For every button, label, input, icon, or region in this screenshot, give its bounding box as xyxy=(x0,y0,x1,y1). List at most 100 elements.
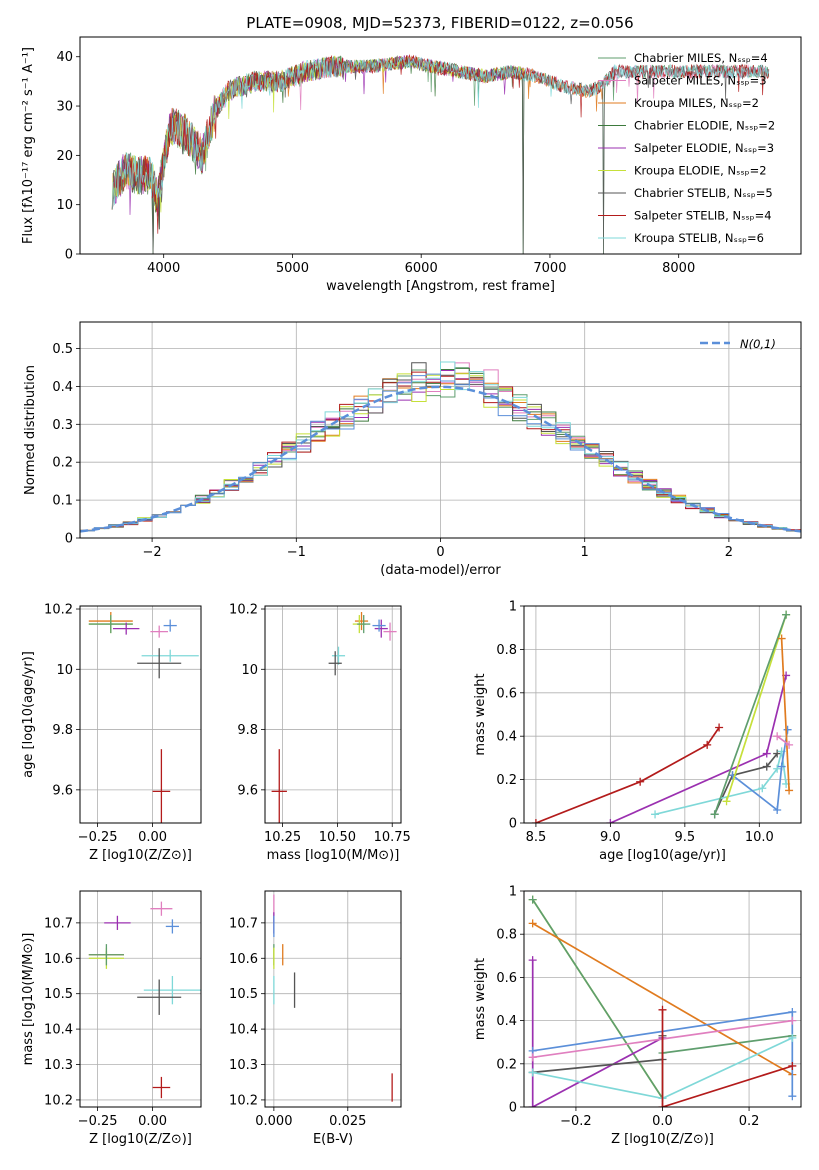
y-tick-label: 10.4 xyxy=(44,1023,73,1038)
x-tick-label: −0.25 xyxy=(78,1114,118,1129)
legend-entry: N(0,1) xyxy=(740,337,776,351)
y-tick-label: 30 xyxy=(56,100,73,115)
weight-marker xyxy=(777,634,786,643)
weight-line xyxy=(531,960,663,1107)
legend-entry: Chabrier MILES, Nₛₛₚ=4 xyxy=(634,51,768,65)
residual-histograms xyxy=(80,361,801,534)
weight-line xyxy=(535,727,720,823)
y-tick-label: 0.4 xyxy=(52,380,73,395)
mass_vs_ebv-points xyxy=(273,894,393,1102)
weight-line xyxy=(654,751,787,816)
y-tick-label: 1 xyxy=(509,600,517,615)
weight-marker xyxy=(528,895,537,904)
y-tick-label: 0.4 xyxy=(496,730,517,745)
residuals-frame xyxy=(79,321,802,539)
y-tick-label: 0 xyxy=(65,532,73,547)
x-tick-label: 5000 xyxy=(276,261,309,276)
y-tick-label: 20 xyxy=(56,149,73,164)
weight-marker xyxy=(710,810,719,819)
y-tick-label: 0.1 xyxy=(52,494,73,509)
y-tick-label: 9.8 xyxy=(237,723,258,738)
x-tick-label: −2 xyxy=(143,545,162,560)
weight-marker xyxy=(773,764,782,773)
weight_vs_age-lines xyxy=(531,610,794,823)
x-tick-label: 9.0 xyxy=(600,830,621,845)
weight-marker xyxy=(785,740,794,749)
weight-marker xyxy=(783,725,792,734)
legend-entry: Kroupa STELIB, Nₛₛₚ=6 xyxy=(634,231,764,245)
x-tick-label: 10.25 xyxy=(264,830,301,845)
x-axis-label: E(B-V) xyxy=(313,1132,353,1147)
y-axis-label: age [log10(age/yr)] xyxy=(21,651,36,778)
x-axis-label: wavelength [Angstrom, rest frame] xyxy=(326,279,555,294)
y-tick-label: 10.3 xyxy=(44,1058,73,1073)
y-axis-label: Flux [fλ10⁻¹⁷ erg cm⁻² s⁻¹ A⁻¹] xyxy=(21,47,36,244)
y-tick-label: 0.5 xyxy=(52,342,73,357)
x-tick-label: −0.25 xyxy=(78,830,118,845)
weight_vs_Z-axes: −0.2 0.0 0.2 0 0.2 0.4 0.6 0.8 1 Z [log10(Z/Z⊙)] m… xyxy=(473,885,801,1147)
mass_vs_ebv-frame xyxy=(264,890,402,1108)
weight-marker xyxy=(782,610,791,619)
y-axis-label: mass [log10(M/M⊙)] xyxy=(21,933,36,1066)
y-tick-label: 9.8 xyxy=(52,723,73,738)
y-axis-label: mass weight xyxy=(473,673,488,755)
y-axis-label: mass weight xyxy=(473,958,488,1040)
y-tick-label: 0.2 xyxy=(496,773,517,788)
weight-marker xyxy=(606,819,615,823)
weight-marker xyxy=(528,1053,537,1062)
x-tick-label: 6000 xyxy=(405,261,438,276)
y-tick-label: 10.6 xyxy=(229,952,258,967)
x-tick-label: 8.5 xyxy=(526,830,547,845)
x-tick-label: 0.025 xyxy=(329,1114,366,1129)
y-tick-label: 9.6 xyxy=(52,783,73,798)
y-tick-label: 1 xyxy=(509,885,517,900)
y-tick-label: 40 xyxy=(56,50,73,65)
y-tick-label: 10.4 xyxy=(229,1023,258,1038)
weight-marker xyxy=(528,956,537,965)
legend-entry: Salpeter STELIB, Nₛₛₚ=4 xyxy=(634,209,772,223)
y-tick-label: 0 xyxy=(65,248,73,263)
weight-marker xyxy=(531,819,540,823)
y-tick-label: 10.2 xyxy=(44,1093,73,1108)
y-tick-label: 0.6 xyxy=(496,971,517,986)
weight-line xyxy=(661,1009,793,1107)
y-tick-label: 0.2 xyxy=(496,1057,517,1072)
weight-line xyxy=(725,614,787,802)
weight-marker xyxy=(651,810,660,819)
weight-marker xyxy=(528,1103,537,1107)
spectrum-frame xyxy=(79,36,802,255)
spectrum-line xyxy=(111,55,525,254)
weight-line xyxy=(780,638,790,791)
weight-marker xyxy=(658,1103,667,1107)
x-tick-label: 1 xyxy=(581,545,589,560)
y-tick-label: 10.2 xyxy=(44,603,73,618)
x-tick-label: 10.75 xyxy=(374,830,411,845)
legend-entry: Salpeter ELODIE, Nₛₛₚ=3 xyxy=(634,141,774,155)
y-tick-label: 0.2 xyxy=(52,456,73,471)
y-tick-label: 10.3 xyxy=(229,1058,258,1073)
y-tick-label: 0.3 xyxy=(52,418,73,433)
weight-marker xyxy=(658,1005,667,1014)
weight-marker xyxy=(758,784,767,793)
weight_vs_Z-lines xyxy=(528,895,797,1107)
y-tick-label: 10.7 xyxy=(44,916,73,931)
x-tick-label: 9.5 xyxy=(674,830,695,845)
x-tick-label: 7000 xyxy=(533,261,566,276)
y-tick-label: 10.5 xyxy=(44,987,73,1002)
spectrum-axes: 4000 5000 6000 7000 8000 0 10 20 30 40 wavelength … xyxy=(21,47,695,294)
legend-entry: Kroupa ELODIE, Nₛₛₚ=2 xyxy=(634,164,767,178)
x-tick-label: 2 xyxy=(725,545,733,560)
x-tick-label: 0.00 xyxy=(138,830,167,845)
y-tick-label: 10.7 xyxy=(229,916,258,931)
weight_vs_age-frame xyxy=(523,605,802,824)
weight-marker xyxy=(773,749,782,758)
weight-marker xyxy=(788,1016,797,1025)
age_vs_mass-axes: 10.25 10.50 10.75 9.6 9.8 10 10.2 mass [log10(M… xyxy=(229,603,411,863)
x-axis-label: age [log10(age/yr)] xyxy=(599,848,726,863)
x-axis-label: Z [log10(Z/Z⊙)] xyxy=(89,1132,192,1147)
age_vs_mass-points xyxy=(271,612,397,823)
legend-entry: Kroupa MILES, Nₛₛₚ=2 xyxy=(634,96,759,110)
y-tick-label: 10 xyxy=(56,663,73,678)
legend-entry: Chabrier STELIB, Nₛₛₚ=5 xyxy=(634,186,773,200)
